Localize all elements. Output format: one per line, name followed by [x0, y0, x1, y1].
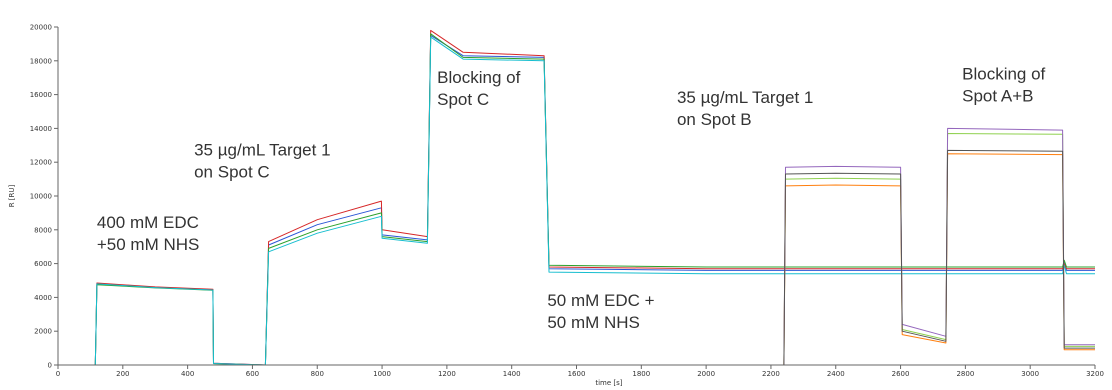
annotation-line: +50 mM NHS — [97, 235, 200, 254]
y-tick-label: 20000 — [30, 24, 52, 32]
y-tick-label: 16000 — [30, 91, 52, 99]
x-tick-label: 2600 — [892, 370, 910, 378]
x-axis-title: time [s] — [595, 379, 622, 387]
annotation-line: 400 mM EDC — [97, 213, 199, 232]
x-tick-label: 2400 — [827, 370, 845, 378]
x-tick-label: 1200 — [438, 370, 456, 378]
plot-area — [58, 29, 1095, 366]
annotation-line: Spot C — [437, 90, 489, 109]
y-axis-title: R [RU] — [8, 184, 16, 207]
y-ticks: 0 2000 4000 6000 8000 10000 12000 14000 16000 180… — [30, 24, 58, 370]
series-line-8 — [58, 149, 1095, 366]
annotation-label: 400 mM EDC +50 mM NHS — [97, 213, 200, 254]
y-tick-label: 18000 — [30, 57, 52, 65]
annotation-label: 35 µg/mL Target 1 on Spot B — [677, 88, 813, 129]
y-tick-label: 2000 — [34, 328, 52, 336]
annotation-line: on Spot C — [194, 162, 270, 181]
annotation-label: Blocking of Spot A+B — [962, 64, 1045, 105]
y-tick-label: 14000 — [30, 125, 52, 133]
y-tick-label: 12000 — [30, 159, 52, 167]
x-tick-label: 1000 — [373, 370, 391, 378]
annotation-line: 50 mM EDC + — [547, 291, 654, 310]
axes: 0 200 400 600 800 1000 1200 1400 1600 1800 2000 220… — [8, 24, 1104, 388]
x-tick-label: 200 — [116, 370, 129, 378]
annotation-line: 50 mM NHS — [547, 313, 640, 332]
x-tick-label: 800 — [311, 370, 324, 378]
y-tick-label: 6000 — [34, 260, 52, 268]
y-tick-label: 0 — [48, 362, 52, 370]
series-line-2 — [58, 29, 1095, 366]
x-tick-label: 1400 — [503, 370, 521, 378]
x-tick-label: 400 — [181, 370, 194, 378]
x-tick-label: 3000 — [1021, 370, 1039, 378]
annotation-line: Blocking of — [437, 68, 520, 87]
y-tick-label: 10000 — [30, 193, 52, 201]
x-tick-label: 2000 — [697, 370, 715, 378]
annotation-label: 50 mM EDC + 50 mM NHS — [547, 291, 654, 332]
annotation-line: Spot A+B — [962, 86, 1033, 105]
annotation-label: Blocking of Spot C — [437, 68, 520, 109]
annotations: 400 mM EDC +50 mM NHS 35 µg/mL Target 1 on … — [97, 64, 1046, 331]
x-tick-label: 2800 — [956, 370, 974, 378]
annotation-label: 35 µg/mL Target 1 on Spot C — [194, 140, 330, 181]
x-ticks: 0 200 400 600 800 1000 1200 1400 1600 1800 2000 220… — [56, 365, 1104, 378]
x-tick-label: 1600 — [568, 370, 586, 378]
series-line-4 — [58, 36, 1095, 366]
x-tick-label: 600 — [246, 370, 259, 378]
x-tick-label: 3200 — [1086, 370, 1104, 378]
y-tick-label: 4000 — [34, 294, 52, 302]
x-tick-label: 2200 — [762, 370, 780, 378]
annotation-line: 35 µg/mL Target 1 — [194, 140, 330, 159]
x-tick-label: 0 — [56, 370, 60, 378]
annotation-line: Blocking of — [962, 64, 1045, 83]
y-tick-label: 8000 — [34, 226, 52, 234]
annotation-line: on Spot B — [677, 110, 752, 129]
annotation-line: 35 µg/mL Target 1 — [677, 88, 813, 107]
x-tick-label: 1800 — [632, 370, 650, 378]
